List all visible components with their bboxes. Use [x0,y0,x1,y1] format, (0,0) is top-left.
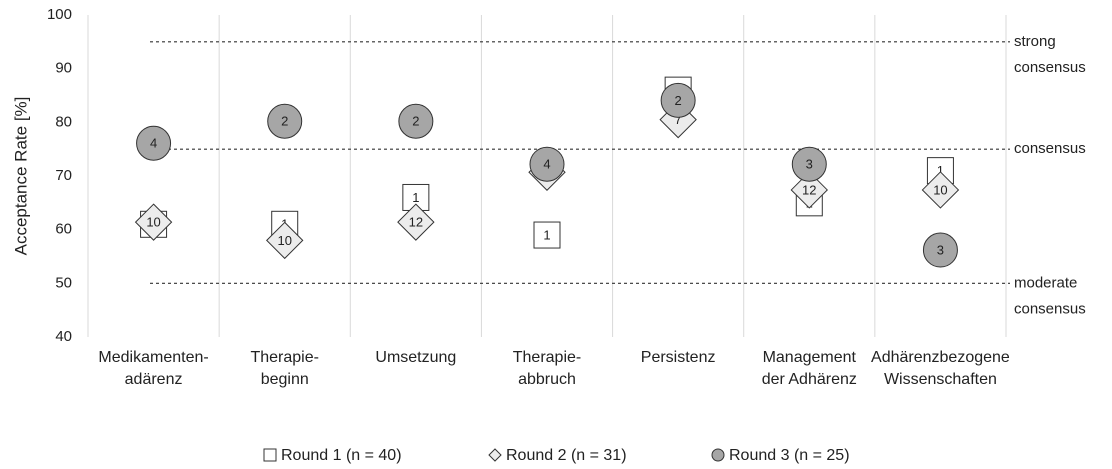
legend-item: Round 3 (n = 25) [711,447,850,464]
marker-label: 2 [281,114,288,129]
y-tick-label: 100 [47,6,72,23]
marker-circle [398,103,434,139]
y-tick-label: 90 [55,60,72,77]
marker-square [533,221,561,249]
marker-circle [529,146,565,182]
marker-circle [660,82,696,118]
marker-circle [136,125,172,161]
reference-label: consensus [1014,300,1086,317]
marker-label: 4 [150,136,157,151]
legend-label: Round 3 (n = 25) [729,447,850,464]
marker-diamond [921,171,960,209]
marker-label: 4 [543,157,550,172]
marker-label: 12 [409,215,423,230]
x-tick-label: Persistenz [641,349,716,366]
x-tick-label: Medikamenten- [98,349,208,366]
x-tick-label: abbruch [518,371,576,388]
y-tick-label: 40 [55,328,72,345]
x-tick-label: Adhärenzbezogene [871,349,1010,366]
marker-label: 7 [675,112,682,127]
x-tick-label: Wissenschaften [884,371,997,388]
x-tick-label: beginn [261,371,309,388]
x-tick-label: adärenz [125,371,183,388]
y-tick-label: 70 [55,167,72,184]
marker-label: 1 [937,163,944,178]
marker-label: 1 [543,227,550,242]
legend-item: Round 1 (n = 40) [263,447,402,464]
reference-label: moderate [1014,274,1077,291]
x-tick-label: Management [763,349,857,366]
marker-label: 12 [802,182,816,197]
marker-label: 3 [806,157,813,172]
reference-label: strong [1014,33,1056,50]
marker-diamond [134,203,173,241]
marker-label: 3 [937,242,944,257]
x-tick-label: der Adhärenz [762,371,857,388]
marker-diamond [790,171,828,209]
y-tick-label: 80 [55,113,72,130]
marker-label: 2 [675,93,682,108]
marker-label: 10 [933,182,947,197]
marker-diamond [397,203,435,241]
legend-label: Round 1 (n = 40) [281,447,402,464]
marker-label: 10 [146,215,160,230]
marker-circle [922,232,958,268]
y-tick-label: 60 [55,221,72,238]
marker-circle [791,146,827,182]
legend-marker [488,448,502,462]
y-axis-title: Acceptance Rate [%] [11,97,30,256]
marker-label: 2 [412,114,419,129]
marker-label: 10 [277,233,291,248]
reference-label: consensus [1014,59,1086,76]
x-tick-label: Therapie- [513,349,581,366]
marker-diamond [266,221,304,260]
legend-marker [263,448,277,462]
legend-marker [711,448,725,462]
x-tick-label: Therapie- [250,349,318,366]
y-tick-label: 50 [55,274,72,291]
reference-label: consensus [1014,140,1086,157]
legend-label: Round 2 (n = 31) [506,447,627,464]
legend-item: Round 2 (n = 31) [488,447,627,464]
x-tick-label: Umsetzung [375,349,456,366]
marker-circle [267,103,303,139]
marker-label: 1 [412,190,419,205]
